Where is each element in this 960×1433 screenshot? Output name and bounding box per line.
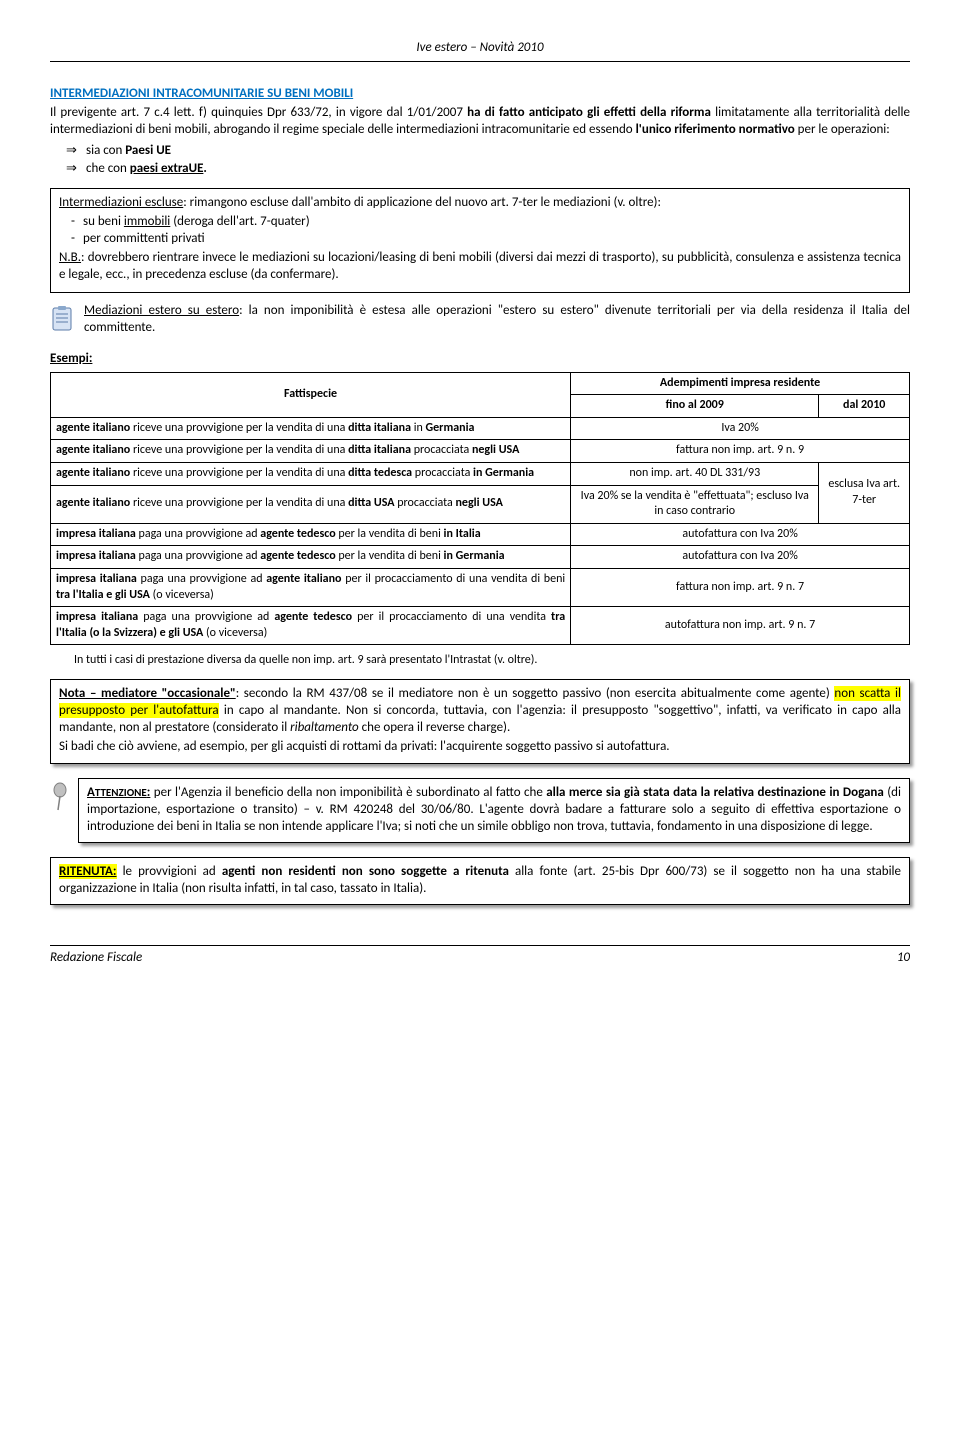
box-escluse-rest: : rimangono escluse dall'ambito di appli… xyxy=(183,195,661,210)
table-header-row-1: Fattispecie Adempimenti impresa resident… xyxy=(51,372,910,395)
page-header: Ive estero – Novità 2010 xyxy=(50,40,910,62)
table-row: agente italiano riceve una provvigione p… xyxy=(51,440,910,463)
ritenuta-text: le provvigioni ad agenti non residenti n… xyxy=(59,864,901,896)
intro-bullet-2: che con paesi extraUE. xyxy=(66,161,910,178)
table-note: In tutti i casi di prestazione diversa d… xyxy=(74,653,910,669)
cell-fattispecie: agente italiano riceve una provvigione p… xyxy=(51,417,571,440)
cell-fattispecie: impresa italiana paga una provvigione ad… xyxy=(51,607,571,645)
table-row: impresa italiana paga una provvigione ad… xyxy=(51,523,910,546)
cell-adempimento: Iva 20% xyxy=(571,417,910,440)
th-adempimenti: Adempimenti impresa residente xyxy=(571,372,910,395)
note-lead: Mediazioni estero su estero xyxy=(84,303,239,318)
page-footer: Redazione Fiscale 10 xyxy=(50,945,910,967)
ritenuta-box: RITENUTA: le provvigioni ad agenti non r… xyxy=(50,857,910,905)
ritenuta-label: RITENUTA: xyxy=(59,864,117,879)
intro-bullet-1: sia con Paesi UE xyxy=(66,143,910,160)
table-row: agente italiano riceve una provvigione p… xyxy=(51,417,910,440)
intro-text: Il previgente art. 7 c.4 lett. f) quinqu… xyxy=(50,105,910,139)
cell-adempimento: fattura non imp. art. 9 n. 7 xyxy=(571,568,910,606)
table-row: impresa italiana paga una provvigione ad… xyxy=(51,568,910,606)
attenzione-text: per l'Agenzia il beneficio della non imp… xyxy=(87,785,901,834)
nb-label: N.B. xyxy=(59,250,81,265)
intro-list: sia con Paesi UE che con paesi extraUE. xyxy=(66,143,910,179)
note-text: Mediazioni estero su estero: la non impo… xyxy=(84,303,910,339)
box-dash-1: su beni immobili (deroga dell'art. 7-qua… xyxy=(71,214,901,231)
nota-t1: : secondo la RM 437/08 se il mediatore n… xyxy=(236,686,835,701)
cell-adempimento: non imp. art. 40 DL 331/93 xyxy=(571,462,819,485)
nota-mediatore-p1: Nota – mediatore "occasionale": secondo … xyxy=(59,686,901,737)
cell-adempimento: autofattura con Iva 20% xyxy=(571,546,910,569)
box-nb: N.B.: dovrebbero rientrare invece le med… xyxy=(59,250,901,284)
th-2009: fino al 2009 xyxy=(571,395,819,418)
box-nota-mediatore: Nota – mediatore "occasionale": secondo … xyxy=(50,679,910,765)
cell-adempimento: fattura non imp. art. 9 n. 9 xyxy=(571,440,910,463)
attenzione-box: ATTENZIONE: per l'Agenzia il beneficio d… xyxy=(78,778,910,843)
nb-text: : dovrebbero rientrare invece le mediazi… xyxy=(59,250,901,282)
box-dash-2: per committenti privati xyxy=(71,231,901,248)
table-row: agente italiano riceve una provvigione p… xyxy=(51,462,910,485)
table-row: agente italiano riceve una provvigione p… xyxy=(51,485,910,523)
table-row: impresa italiana paga una provvigione ad… xyxy=(51,546,910,569)
nota-lead: Nota – mediatore "occasionale" xyxy=(59,686,236,701)
section-title: INTERMEDIAZIONI INTRACOMUNITARIE SU BENI… xyxy=(50,86,353,101)
footer-left: Redazione Fiscale xyxy=(50,950,142,967)
box-escluse-lead: Intermediazioni escluse: rimangono esclu… xyxy=(59,195,901,212)
pin-icon xyxy=(50,782,70,843)
clipboard-icon xyxy=(50,305,74,339)
cell-adempimento: autofattura non imp. art. 9 n. 7 xyxy=(571,607,910,645)
th-2010: dal 2010 xyxy=(819,395,910,418)
cell-fattispecie: agente italiano riceve una provvigione p… xyxy=(51,440,571,463)
esempi-table: Fattispecie Adempimenti impresa resident… xyxy=(50,372,910,646)
cell-fattispecie: agente italiano riceve una provvigione p… xyxy=(51,485,571,523)
box-escluse-title: Intermediazioni escluse xyxy=(59,195,183,210)
attenzione-label: ATTENZIONE: xyxy=(87,785,150,800)
footer-right: 10 xyxy=(897,950,910,967)
th-fattispecie: Fattispecie xyxy=(51,372,571,417)
cell-fattispecie: impresa italiana paga una provvigione ad… xyxy=(51,546,571,569)
header-title: Ive estero – Novità 2010 xyxy=(416,40,543,55)
cell-fattispecie: impresa italiana paga una provvigione ad… xyxy=(51,523,571,546)
note-mediazioni: Mediazioni estero su estero: la non impo… xyxy=(50,303,910,339)
cell-fattispecie: agente italiano riceve una provvigione p… xyxy=(51,462,571,485)
cell-adempimento: Iva 20% se la vendita è "effettuata"; es… xyxy=(571,485,819,523)
box-dashlist: su beni immobili (deroga dell'art. 7-qua… xyxy=(71,214,901,248)
esempi-title: Esempi: xyxy=(50,351,910,368)
attenzione-block: ATTENZIONE: per l'Agenzia il beneficio d… xyxy=(50,778,910,843)
nota-mediatore-p2: Si badi che ciò avviene, ad esempio, per… xyxy=(59,739,901,756)
cell-2010-merged: esclusa Iva art. 7-ter xyxy=(819,462,910,523)
box-escluse: Intermediazioni escluse: rimangono esclu… xyxy=(50,188,910,292)
cell-fattispecie: impresa italiana paga una provvigione ad… xyxy=(51,568,571,606)
cell-adempimento: autofattura con Iva 20% xyxy=(571,523,910,546)
section-intro: INTERMEDIAZIONI INTRACOMUNITARIE SU BENI… xyxy=(50,86,910,103)
table-row: impresa italiana paga una provvigione ad… xyxy=(51,607,910,645)
